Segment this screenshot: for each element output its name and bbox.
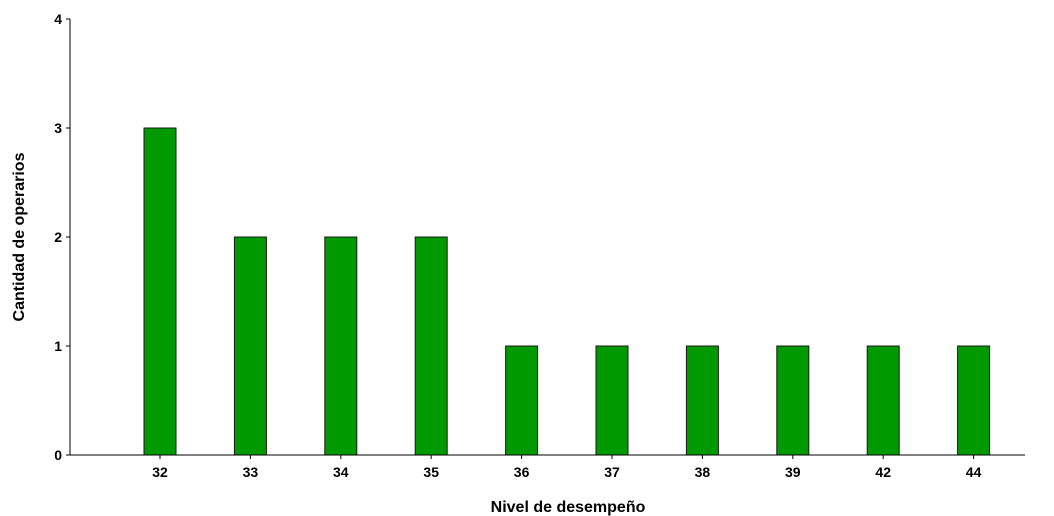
x-tick-label: 39 — [785, 464, 801, 480]
x-tick-label: 34 — [333, 464, 349, 480]
y-tick-label: 1 — [54, 338, 62, 354]
x-tick-label: 35 — [423, 464, 439, 480]
bar-37 — [595, 345, 629, 456]
y-axis: 0 1 2 3 4 — [54, 11, 71, 463]
x-tick-label: 33 — [243, 464, 259, 480]
x-tick-label: 37 — [604, 464, 620, 480]
y-tick-label: 3 — [54, 120, 62, 136]
x-axis-title: Nivel de desempeño — [491, 499, 646, 516]
bar-36 — [505, 345, 539, 456]
x-tick-label: 32 — [152, 464, 168, 480]
bar-39 — [776, 345, 810, 456]
bar-32 — [143, 127, 177, 456]
bar-44 — [957, 345, 991, 456]
bar-33 — [233, 236, 267, 456]
bar-42 — [866, 345, 900, 456]
y-tick-label: 0 — [54, 447, 62, 463]
x-axis: 32 33 34 35 36 37 38 39 42 44 — [70, 454, 1025, 480]
bar-35 — [414, 236, 448, 456]
x-tick-label: 36 — [514, 464, 530, 480]
bar-38 — [685, 345, 719, 456]
y-tick-label: 2 — [54, 229, 62, 245]
y-axis-title: Cantidad de operarios — [11, 152, 28, 321]
bars-group — [143, 127, 991, 456]
bar-34 — [324, 236, 358, 456]
x-tick-label: 44 — [966, 464, 982, 480]
x-tick-label: 38 — [695, 464, 711, 480]
x-tick-label: 42 — [875, 464, 891, 480]
y-tick-label: 4 — [54, 11, 62, 27]
